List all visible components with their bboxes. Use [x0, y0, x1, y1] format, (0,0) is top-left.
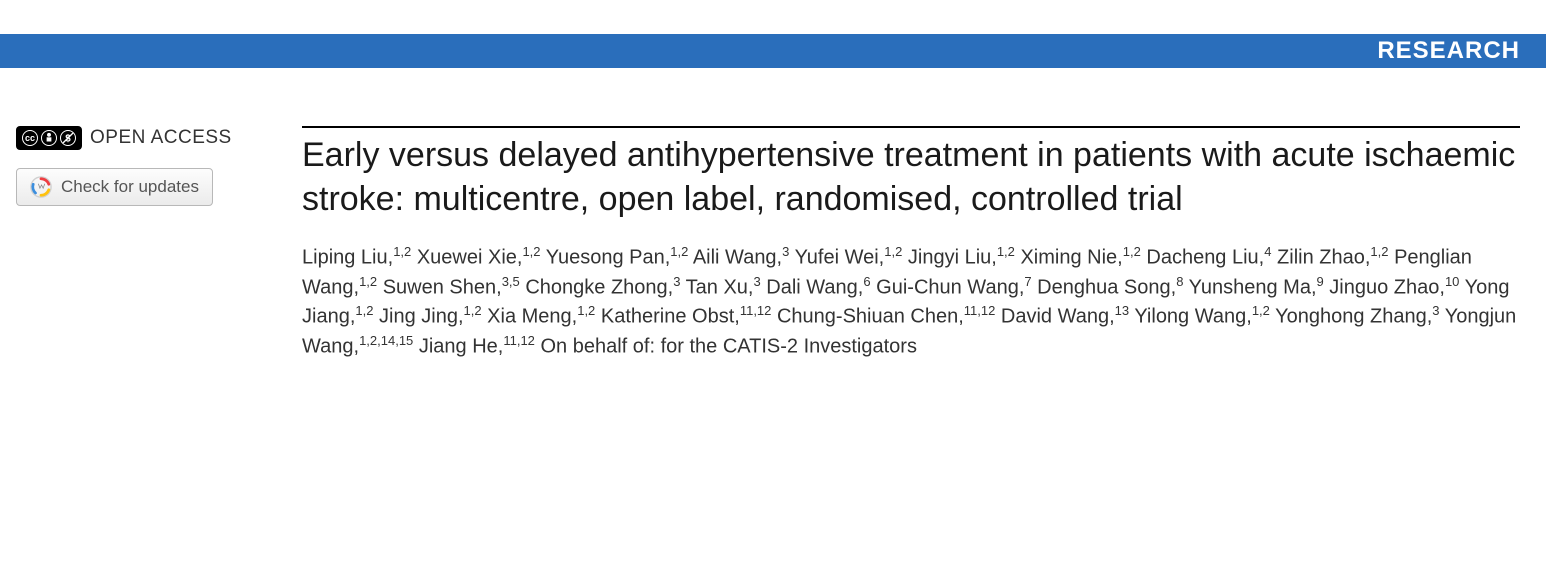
author-affiliation: 1,2 [884, 244, 902, 259]
author-affiliation: 4 [1264, 244, 1271, 259]
cc-nc-icon: $ [60, 130, 76, 146]
author-name: Liping Liu, [302, 247, 393, 269]
author-name: Aili Wang, [693, 247, 782, 269]
research-header-bar: RESEARCH [0, 34, 1546, 68]
author-affiliation: 3 [673, 274, 680, 289]
author-name: Yilong Wang, [1134, 306, 1251, 328]
author-affiliation: 13 [1115, 303, 1129, 318]
sidebar: cc $ OPEN ACCESS Check for [16, 126, 278, 362]
author-name: Katherine Obst, [601, 306, 740, 328]
author-name: Zilin Zhao, [1277, 247, 1370, 269]
author-name: Tan Xu, [686, 276, 754, 298]
author-affiliation: 1,2 [355, 303, 373, 318]
open-access-badge: cc $ OPEN ACCESS [16, 126, 278, 150]
author-name: Ximing Nie, [1020, 247, 1122, 269]
cc-symbol-icon: cc [22, 130, 38, 146]
authors-list: Liping Liu,1,2 Xuewei Xie,1,2 Yuesong Pa… [302, 243, 1520, 362]
check-updates-label: Check for updates [61, 177, 199, 197]
author-affiliation: 1,2 [522, 244, 540, 259]
author-name: Jing Jing, [379, 306, 464, 328]
author-name: Jiang He, [419, 336, 504, 358]
author-name: Yunsheng Ma, [1189, 276, 1317, 298]
author-affiliation: 1,2 [393, 244, 411, 259]
author-name: Suwen Shen, [383, 276, 502, 298]
content-wrapper: cc $ OPEN ACCESS Check for [0, 68, 1546, 362]
author-name: Yonghong Zhang, [1275, 306, 1432, 328]
author-name: Gui-Chun Wang, [876, 276, 1024, 298]
check-updates-button[interactable]: Check for updates [16, 168, 213, 206]
author-affiliation: 1,2 [997, 244, 1015, 259]
author-name: Xia Meng, [487, 306, 577, 328]
author-affiliation: 6 [863, 274, 870, 289]
author-name: Jinguo Zhao, [1329, 276, 1445, 298]
author-affiliation: 3,5 [502, 274, 520, 289]
author-affiliation: 1,2 [1123, 244, 1141, 259]
author-affiliation: 10 [1445, 274, 1459, 289]
research-header-label: RESEARCH [1377, 37, 1520, 65]
author-name: Denghua Song, [1037, 276, 1176, 298]
author-affiliation: 1,2 [464, 303, 482, 318]
main-content: Early versus delayed antihypertensive tr… [302, 126, 1520, 362]
author-affiliation: 9 [1317, 274, 1324, 289]
authors-suffix: On behalf of: for the CATIS-2 Investigat… [540, 336, 916, 358]
author-name: David Wang, [1001, 306, 1115, 328]
author-name: Yuesong Pan, [546, 247, 671, 269]
author-name: Chongke Zhong, [525, 276, 673, 298]
author-affiliation: 11,12 [964, 303, 996, 318]
article-title: Early versus delayed antihypertensive tr… [302, 134, 1520, 221]
author-affiliation: 1,2 [1252, 303, 1270, 318]
author-affiliation: 3 [753, 274, 760, 289]
author-name: Xuewei Xie, [417, 247, 523, 269]
author-affiliation: 7 [1024, 274, 1031, 289]
author-name: Dali Wang, [766, 276, 863, 298]
author-affiliation: 3 [1432, 303, 1439, 318]
author-affiliation: 1,2,14,15 [359, 333, 413, 348]
author-name: Yufei Wei, [795, 247, 885, 269]
cc-by-icon [41, 130, 57, 146]
author-affiliation: 1,2 [670, 244, 688, 259]
author-affiliation: 11,12 [503, 333, 535, 348]
author-name: Chung-Shiuan Chen, [777, 306, 964, 328]
author-name: Dacheng Liu, [1146, 247, 1264, 269]
open-access-text: OPEN ACCESS [90, 127, 232, 149]
author-affiliation: 11,12 [740, 303, 772, 318]
author-name: Jingyi Liu, [908, 247, 997, 269]
author-affiliation: 1,2 [359, 274, 377, 289]
cc-license-icon: cc $ [16, 126, 82, 150]
author-affiliation: 8 [1176, 274, 1183, 289]
author-affiliation: 3 [782, 244, 789, 259]
author-affiliation: 1,2 [577, 303, 595, 318]
crossmark-icon [30, 176, 52, 198]
author-affiliation: 1,2 [1370, 244, 1388, 259]
